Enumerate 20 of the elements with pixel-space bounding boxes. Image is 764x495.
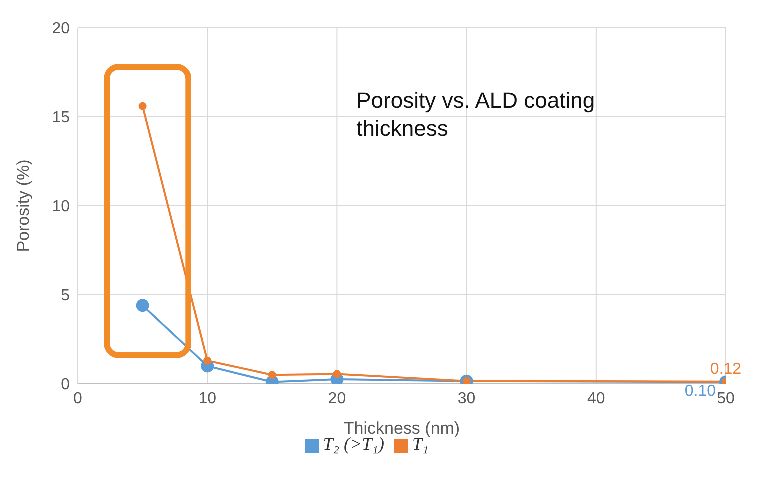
point xyxy=(333,370,342,378)
data-label: 0.12 xyxy=(710,360,742,378)
x-tick-label: 30 xyxy=(458,390,476,408)
data-label: 0.10 xyxy=(684,383,716,400)
annotation: Porosity vs. ALD coating thickness xyxy=(356,86,596,143)
point xyxy=(138,102,147,110)
y-tick-label: 5 xyxy=(61,288,70,305)
y-axis-title: Porosity (%) xyxy=(14,160,34,252)
point xyxy=(204,356,212,365)
x-tick-label: 50 xyxy=(717,390,735,408)
point xyxy=(136,299,150,312)
y-tick-label: 20 xyxy=(52,20,70,38)
x-tick-label: 0 xyxy=(74,390,83,408)
y-tick-label: 15 xyxy=(52,110,70,127)
point xyxy=(268,371,276,380)
y-tick-label: 0 xyxy=(61,376,70,394)
x-tick-label: 20 xyxy=(328,390,346,408)
y-tick-label: 10 xyxy=(52,198,70,216)
x-tick-label: 40 xyxy=(588,390,606,408)
x-tick-label: 10 xyxy=(198,390,217,408)
